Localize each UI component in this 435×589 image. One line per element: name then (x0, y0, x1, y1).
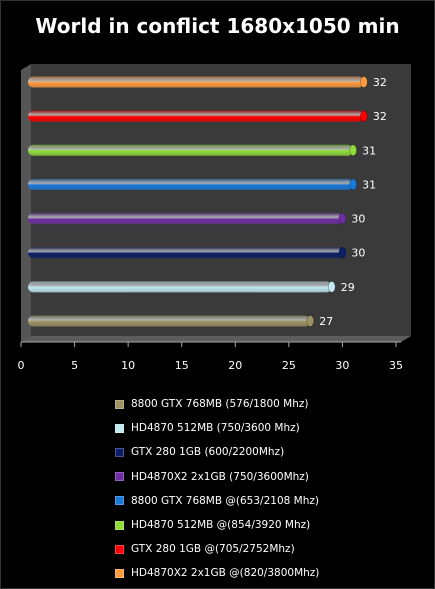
data-labels: 27 29 30 30 31 31 32 32 (319, 76, 387, 328)
plot-left-wall (21, 64, 31, 342)
legend-label: HD4870 512MB @(854/3920 Mhz) (131, 519, 311, 532)
legend: 8800 GTX 768MB (576/1800 Mhz) HD4870 512M… (115, 392, 319, 586)
bar (28, 281, 332, 293)
x-tick-label: 5 (71, 359, 78, 372)
legend-swatch (115, 472, 124, 482)
legend-item: GTX 280 1GB (600/2200Mhz) (115, 440, 319, 464)
legend-label: 8800 GTX 768MB (576/1800 Mhz) (131, 398, 309, 411)
plot-floor (21, 336, 411, 342)
legend-swatch (115, 544, 124, 554)
x-tick-label: 10 (121, 359, 135, 372)
legend-swatch (115, 520, 124, 530)
data-label: 30 (351, 247, 365, 260)
legend-swatch (115, 447, 124, 457)
plot-back-wall (31, 64, 411, 336)
legend-label: HD4870X2 2x1GB @(820/3800Mhz) (131, 567, 320, 580)
x-tick-label: 25 (282, 359, 296, 372)
x-axis-ticks: 0 5 10 15 20 25 30 35 (18, 342, 403, 372)
legend-label: 8800 GTX 768MB @(653/2108 Mhz) (131, 494, 319, 507)
bar (28, 76, 364, 88)
legend-label: HD4870X2 2x1GB (750/3600Mhz) (131, 470, 309, 483)
bar (28, 110, 364, 122)
data-label: 29 (341, 281, 355, 294)
legend-label: HD4870 512MB (750/3600 Mhz) (131, 422, 300, 435)
bar (28, 144, 354, 156)
bar-end-cap (360, 76, 368, 88)
legend-item: 8800 GTX 768MB (576/1800 Mhz) (115, 392, 319, 416)
x-tick-label: 30 (335, 359, 349, 372)
legend-swatch (115, 399, 124, 409)
legend-item: 8800 GTX 768MB @(653/2108 Mhz) (115, 489, 319, 513)
legend-item: HD4870X2 2x1GB @(820/3800Mhz) (115, 561, 319, 585)
legend-swatch (115, 496, 124, 506)
data-label: 30 (351, 213, 365, 226)
chart-title: World in conflict 1680x1050 min (35, 14, 400, 38)
bar-end-cap (349, 144, 357, 157)
data-label: 31 (362, 178, 376, 191)
data-label: 31 (362, 144, 376, 157)
legend-item: HD4870X2 2x1GB (750/3600Mhz) (115, 465, 319, 489)
data-label: 32 (373, 110, 387, 123)
bars (28, 76, 368, 327)
legend-swatch (115, 423, 124, 433)
legend-item: HD4870 512MB (750/3600 Mhz) (115, 416, 319, 440)
x-tick-label: 35 (389, 359, 403, 372)
bar (28, 247, 343, 259)
bar (28, 213, 343, 225)
bar-chart: 0 5 10 15 20 25 30 35 27 29 30 30 31 31 32 32 (18, 64, 411, 372)
legend-item: HD4870 512MB @(854/3920 Mhz) (115, 513, 319, 537)
legend-swatch (115, 568, 124, 578)
x-tick-label: 0 (18, 359, 25, 372)
bar-end-cap (338, 246, 347, 259)
bar-end-cap (360, 110, 368, 122)
bar (28, 315, 311, 327)
x-tick-label: 20 (228, 359, 242, 372)
bar-end-cap (338, 212, 347, 225)
data-label: 32 (373, 76, 387, 89)
data-label: 27 (319, 315, 333, 328)
legend-label: GTX 280 1GB (600/2200Mhz) (131, 446, 285, 459)
bar-end-cap (327, 281, 336, 293)
bar-end-cap (306, 315, 315, 327)
legend-item: GTX 280 1GB @(705/2752Mhz) (115, 537, 319, 561)
legend-label: GTX 280 1GB @(705/2752Mhz) (131, 543, 295, 556)
x-tick-label: 15 (175, 359, 189, 372)
bar-end-cap (349, 178, 357, 191)
bar (28, 178, 354, 190)
